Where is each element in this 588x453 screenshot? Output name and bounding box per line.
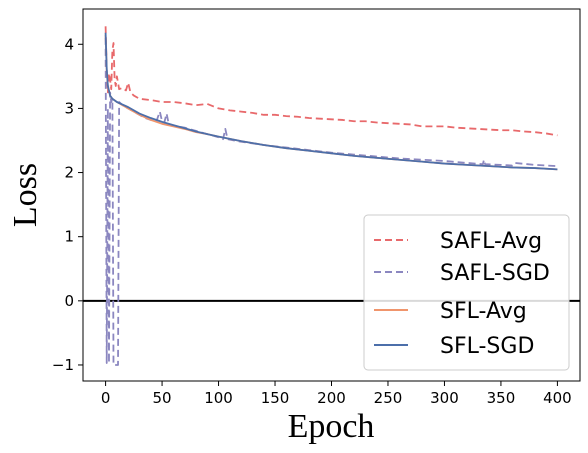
x-tick-label: 150 — [261, 389, 290, 407]
y-tick-label: 4 — [64, 35, 74, 53]
legend-label-safl-avg: SAFL-Avg — [440, 229, 542, 254]
x-tick-label: 400 — [543, 389, 572, 407]
x-tick-label: 0 — [101, 389, 111, 407]
x-tick-label: 250 — [374, 389, 403, 407]
y-axis: −1 0 1 2 3 4 — [52, 35, 83, 374]
y-tick-label: −1 — [52, 356, 74, 374]
y-tick-label: 2 — [64, 164, 74, 182]
plot-frame — [82, 8, 581, 382]
series-line-sfl-sgd — [104, 32, 558, 171]
y-tick-label: 3 — [64, 99, 74, 117]
legend-box — [363, 214, 570, 371]
legend-label-sfl-avg: SFL-Avg — [440, 299, 527, 324]
legend-label-sfl-sgd: SFL-SGD — [440, 334, 534, 359]
x-axis-title: Epoch — [288, 408, 375, 445]
y-axis-title: Loss — [7, 163, 44, 227]
x-tick-label: 300 — [430, 389, 459, 407]
x-tick-label: 200 — [317, 389, 346, 407]
series-line-sfl-avg — [104, 34, 558, 171]
x-tick-label: 350 — [487, 389, 516, 407]
x-tick-label: 100 — [204, 389, 233, 407]
y-tick-label: 0 — [64, 292, 74, 310]
legend-label-safl-sgd: SAFL-SGD — [440, 261, 550, 286]
legend: SAFL-Avg SAFL-SGD SFL-Avg SFL-SGD — [363, 214, 570, 371]
x-axis: 0 50 100 150 200 250 300 350 400 — [101, 381, 572, 407]
x-tick-label: 50 — [153, 389, 172, 407]
series-line-safl-avg — [104, 26, 558, 137]
y-tick-label: 1 — [64, 228, 74, 246]
